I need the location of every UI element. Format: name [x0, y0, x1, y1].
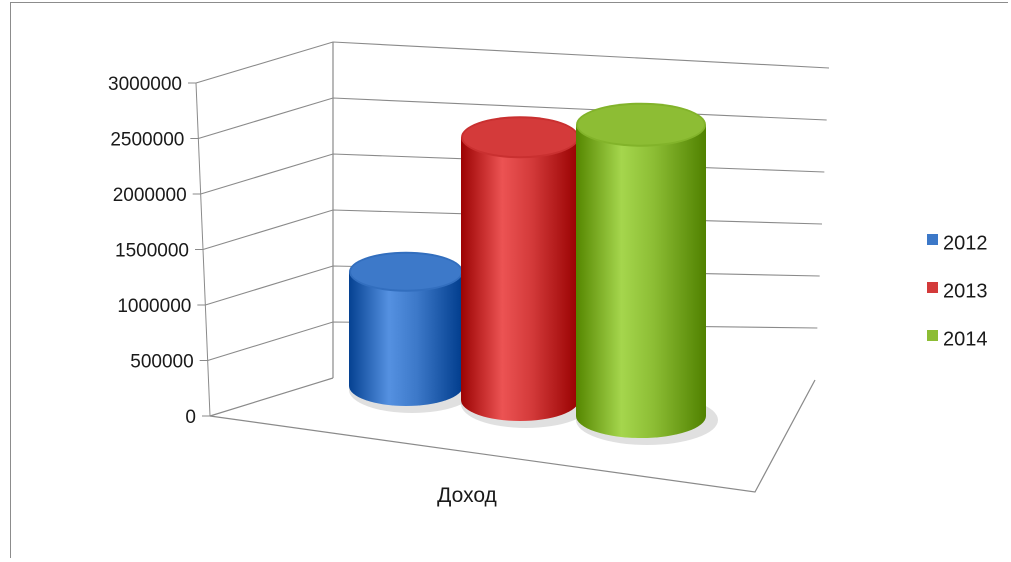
legend-label: 2014	[943, 328, 988, 350]
bar-top-highlight	[351, 253, 461, 290]
bar-2013	[461, 116, 591, 428]
side-wall-floor-edge	[209, 377, 334, 417]
bar-2014	[576, 102, 718, 445]
category-label: Доход	[437, 484, 497, 507]
legend-item-2012: 2012	[927, 232, 988, 254]
legend: 2012 2013 2014	[927, 232, 988, 350]
legend-item-2014: 2014	[927, 328, 988, 350]
y-tick-label: 2500000	[110, 130, 184, 151]
y-axis-ticks: 0 500000 1000000 1500000 2000000 2500000 30000…	[108, 74, 210, 428]
legend-label: 2013	[943, 280, 988, 302]
bar-body	[461, 137, 579, 422]
gridline	[195, 41, 830, 84]
legend-swatch	[927, 282, 938, 293]
legend-swatch	[927, 234, 938, 245]
legend-swatch	[927, 330, 938, 341]
y-tick-label: 3000000	[108, 74, 182, 95]
bar-body	[349, 271, 463, 406]
bar-2012	[349, 251, 475, 413]
bar-top-highlight	[578, 104, 704, 145]
bar-top-highlight	[463, 118, 577, 157]
category-labels: Доход	[437, 484, 497, 507]
y-tick-label: 1000000	[117, 296, 191, 317]
y-tick-label: 0	[185, 407, 196, 428]
floor-edge	[209, 379, 816, 493]
bar-body	[576, 124, 706, 439]
legend-label: 2012	[943, 232, 988, 254]
bars	[349, 102, 718, 445]
chart-frame	[10, 2, 1008, 558]
y-tick-label: 1500000	[115, 241, 189, 262]
y-tick-label: 500000	[130, 352, 193, 373]
y-tick-label: 2000000	[113, 185, 187, 206]
legend-item-2013: 2013	[927, 280, 988, 302]
